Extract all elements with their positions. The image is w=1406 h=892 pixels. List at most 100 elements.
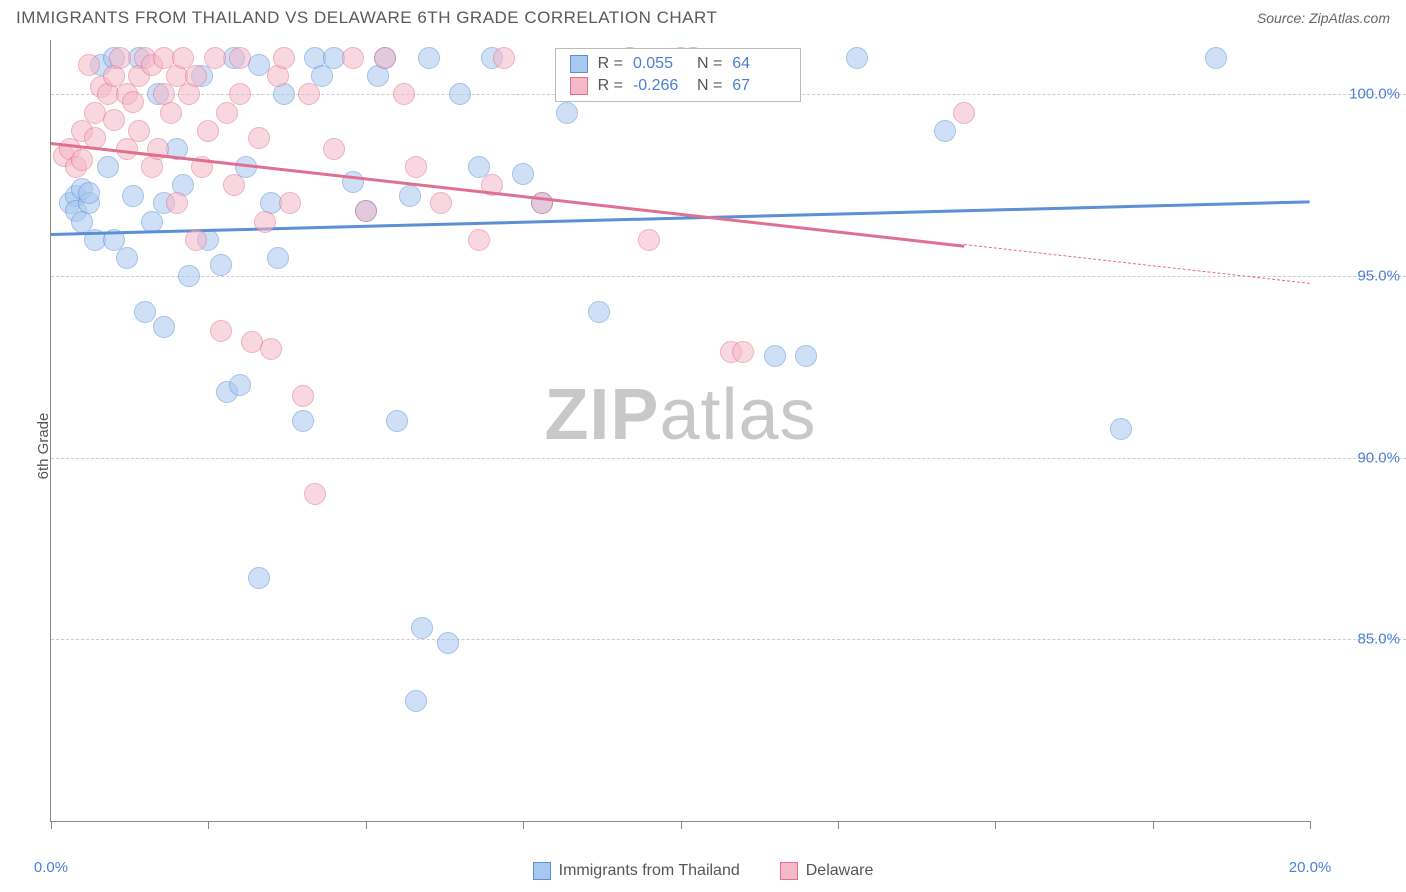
data-point (116, 247, 138, 269)
data-point (405, 690, 427, 712)
data-point (418, 47, 440, 69)
data-point (153, 316, 175, 338)
data-point (430, 192, 452, 214)
data-point (355, 200, 377, 222)
data-point (292, 385, 314, 407)
data-point (493, 47, 515, 69)
data-point (298, 83, 320, 105)
data-point (78, 54, 100, 76)
scatter-plot-area: ZIPatlas 85.0%90.0%95.0%100.0%0.0%20.0%R… (50, 40, 1310, 822)
data-point (411, 617, 433, 639)
data-point (122, 91, 144, 113)
data-point (292, 410, 314, 432)
stat-n-label: N = (697, 77, 722, 95)
data-point (1205, 47, 1227, 69)
data-point (248, 567, 270, 589)
trend-line-extrapolated (964, 244, 1310, 284)
y-tick-label: 85.0% (1320, 631, 1400, 648)
data-point (405, 156, 427, 178)
stat-r-label: R = (598, 77, 623, 95)
data-point (449, 83, 471, 105)
data-point (732, 341, 754, 363)
source-attribution: Source: ZipAtlas.com (1257, 10, 1390, 26)
data-point (254, 211, 276, 233)
data-point (166, 192, 188, 214)
data-point (795, 345, 817, 367)
gridline (51, 458, 1406, 459)
data-point (197, 120, 219, 142)
stat-swatch-icon (570, 55, 588, 73)
x-tick (208, 821, 209, 829)
trend-line (51, 200, 1310, 235)
data-point (229, 83, 251, 105)
data-point (304, 483, 326, 505)
gridline (51, 639, 1406, 640)
data-point (342, 47, 364, 69)
data-point (210, 320, 232, 342)
stat-r-label: R = (598, 55, 623, 73)
x-tick (51, 821, 52, 829)
data-point (953, 102, 975, 124)
data-point (204, 47, 226, 69)
x-tick (366, 821, 367, 829)
stat-swatch-icon (570, 77, 588, 95)
legend-item-thailand: Immigrants from Thailand (533, 862, 740, 880)
legend-swatch-icon (780, 862, 798, 880)
stat-row: R = -0.266 N = 67 (570, 75, 787, 97)
data-point (109, 47, 131, 69)
data-point (267, 247, 289, 269)
data-point (248, 127, 270, 149)
x-tick (523, 821, 524, 829)
x-tick (838, 821, 839, 829)
data-point (638, 229, 660, 251)
data-point (399, 185, 421, 207)
data-point (178, 265, 200, 287)
gridline (51, 276, 1406, 277)
data-point (764, 345, 786, 367)
legend-item-delaware: Delaware (780, 862, 874, 880)
stat-n-label: N = (697, 55, 722, 73)
correlation-stats-box: R = 0.055 N = 64 R = -0.266 N = 67 (555, 48, 802, 102)
watermark: ZIPatlas (544, 374, 816, 456)
bottom-legend: Immigrants from Thailand Delaware (0, 862, 1406, 880)
data-point (229, 374, 251, 396)
stat-r-value: -0.266 (633, 77, 687, 95)
data-point (279, 192, 301, 214)
data-point (512, 163, 534, 185)
data-point (229, 47, 251, 69)
stat-r-value: 0.055 (633, 55, 687, 73)
data-point (1110, 418, 1132, 440)
data-point (134, 301, 156, 323)
data-point (393, 83, 415, 105)
data-point (437, 632, 459, 654)
data-point (185, 229, 207, 251)
x-tick (1310, 821, 1311, 829)
y-tick-label: 100.0% (1320, 86, 1400, 103)
stat-n-value: 64 (732, 55, 786, 73)
data-point (210, 254, 232, 276)
data-point (71, 149, 93, 171)
data-point (78, 182, 100, 204)
data-point (386, 410, 408, 432)
data-point (260, 338, 282, 360)
data-point (216, 102, 238, 124)
data-point (323, 138, 345, 160)
chart-header: IMMIGRANTS FROM THAILAND VS DELAWARE 6TH… (0, 0, 1406, 32)
data-point (122, 185, 144, 207)
chart-title: IMMIGRANTS FROM THAILAND VS DELAWARE 6TH… (16, 8, 717, 28)
stat-row: R = 0.055 N = 64 (570, 53, 787, 75)
data-point (223, 174, 245, 196)
data-point (556, 102, 578, 124)
legend-swatch-icon (533, 862, 551, 880)
data-point (468, 229, 490, 251)
x-tick (1153, 821, 1154, 829)
data-point (342, 171, 364, 193)
data-point (128, 120, 150, 142)
x-tick (995, 821, 996, 829)
data-point (846, 47, 868, 69)
x-tick (681, 821, 682, 829)
data-point (588, 301, 610, 323)
stat-n-value: 67 (732, 77, 786, 95)
data-point (97, 156, 119, 178)
y-tick-label: 95.0% (1320, 268, 1400, 285)
